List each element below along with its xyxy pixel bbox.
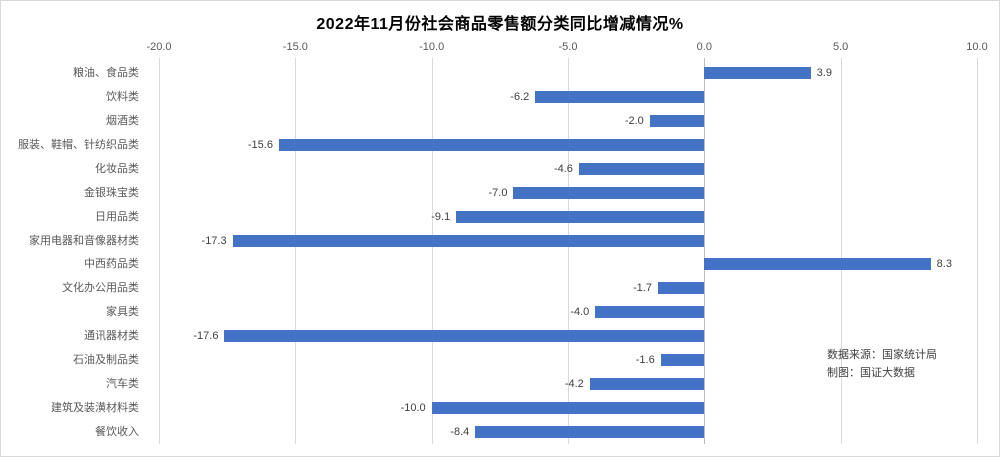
bar — [704, 66, 811, 79]
value-label: -17.6 — [193, 330, 219, 343]
category-label: 化妆品类 — [95, 162, 139, 175]
gridline — [159, 58, 160, 444]
bar — [657, 282, 705, 295]
bar — [224, 330, 705, 343]
bar — [513, 186, 705, 199]
x-axis-tick-label: 10.0 — [966, 41, 988, 53]
bar — [431, 402, 705, 415]
value-label: 3.9 — [816, 66, 832, 79]
x-axis: -20.0 -15.0 -10.0 -5.0 0.0 5.0 10.0 — [146, 41, 987, 54]
category-label: 建筑及装潢材料类 — [51, 402, 139, 415]
gridline — [840, 58, 842, 444]
category-label: 汽车类 — [106, 378, 139, 391]
category-label: 中西药品类 — [84, 258, 139, 271]
x-axis-tick-label: -20.0 — [146, 41, 172, 53]
x-axis-tick-label: -5.0 — [558, 41, 578, 53]
category-label: 家具类 — [106, 306, 139, 319]
bar — [535, 90, 705, 103]
category-label: 金银珠宝类 — [84, 186, 139, 199]
source-note-line2: 制图：国证大数据 — [827, 367, 915, 379]
value-label: -8.4 — [450, 426, 470, 439]
zero-axis-line — [704, 58, 706, 444]
bar — [578, 162, 705, 175]
value-label: -17.3 — [201, 234, 227, 247]
category-label: 餐饮收入 — [95, 426, 139, 439]
category-axis: 粮油、食品类饮料类烟酒类服装、鞋帽、针纺织品类化妆品类金银珠宝类日用品类家用电器… — [1, 58, 149, 444]
x-axis-tick-label: 0.0 — [696, 41, 712, 53]
value-label: -9.1 — [431, 210, 451, 223]
bar — [649, 114, 705, 127]
value-label: -1.6 — [635, 354, 655, 367]
gridline — [568, 58, 569, 444]
value-label: -6.2 — [510, 90, 530, 103]
value-label: -10.0 — [400, 402, 426, 415]
x-axis-tick-label: -10.0 — [419, 41, 445, 53]
bar — [475, 426, 705, 439]
value-label: -2.0 — [624, 114, 644, 127]
bar — [589, 378, 705, 391]
category-label: 粮油、食品类 — [73, 66, 139, 79]
source-note-line1: 数据来源：国家统计局 — [827, 349, 937, 361]
bar — [704, 258, 931, 271]
plot-area: 3.9 -6.2 -2.0 -15.6 -4.6 -7.0 -9.1 -17.3 8.3 -1.7… — [159, 58, 978, 444]
value-label: -1.7 — [633, 282, 652, 295]
category-label: 服装、鞋帽、针纺织品类 — [18, 138, 139, 151]
category-label: 烟酒类 — [106, 114, 139, 127]
category-label: 文化办公用品类 — [62, 282, 139, 295]
category-label: 家用电器和音像器材类 — [29, 234, 139, 247]
x-axis-tick-label: 5.0 — [833, 41, 849, 53]
category-label: 石油及制品类 — [73, 354, 139, 367]
bar — [278, 138, 705, 151]
bar — [660, 354, 705, 367]
gridline — [295, 58, 297, 444]
source-note: 数据来源：国家统计局 制图：国证大数据 — [827, 346, 937, 382]
bar — [232, 234, 705, 247]
category-label: 日用品类 — [95, 210, 139, 223]
chart-title: 2022年11月份社会商品零售额分类同比增减情况% — [316, 16, 684, 33]
bar — [456, 210, 705, 223]
x-axis-tick-label: -15.0 — [282, 41, 308, 53]
bar — [595, 306, 705, 319]
value-label: -4.0 — [570, 306, 590, 319]
category-label: 通讯器材类 — [84, 330, 139, 343]
value-label: 8.3 — [936, 258, 952, 271]
value-label: -4.2 — [564, 378, 584, 391]
gridline — [431, 58, 433, 444]
value-label: -7.0 — [488, 186, 508, 199]
value-label: -4.6 — [553, 162, 573, 175]
category-label: 饮料类 — [106, 90, 139, 103]
gridline — [977, 58, 978, 444]
value-label: -15.6 — [247, 138, 273, 151]
